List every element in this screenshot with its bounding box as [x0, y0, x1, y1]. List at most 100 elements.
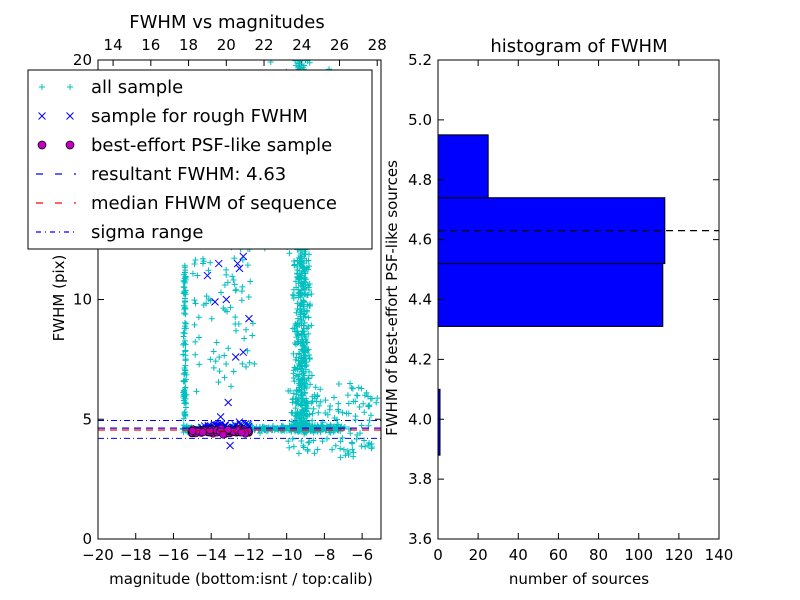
all-sample-point: [181, 337, 188, 344]
all-sample-point: [296, 351, 303, 358]
legend-entry: sample for rough FWHM: [38, 106, 308, 127]
all-sample-point: [290, 292, 297, 299]
all-sample-point: [232, 314, 239, 321]
x-tick-label: 0: [433, 546, 443, 564]
all-sample-point: [183, 376, 190, 383]
all-sample-point: [302, 279, 309, 286]
all-sample-point: [297, 272, 304, 279]
all-sample-point: [301, 268, 308, 275]
all-sample-point: [319, 438, 326, 445]
all-sample-point: [289, 291, 296, 298]
all-sample-point: [238, 288, 245, 295]
x-tick-label: 140: [705, 546, 734, 564]
all-sample-point: [304, 448, 311, 455]
all-sample-point: [223, 271, 230, 278]
all-sample-point: [300, 347, 307, 354]
all-sample-point: [299, 342, 306, 349]
all-sample-point: [243, 363, 250, 370]
left-y-axis-label: FWHM (pix): [50, 255, 68, 342]
all-sample-point: [349, 385, 356, 392]
top-tick-label: 14: [104, 36, 123, 54]
all-sample-point: [366, 417, 373, 424]
all-sample-point: [290, 443, 297, 450]
all-sample-point: [301, 352, 308, 359]
all-sample-point: [306, 60, 313, 66]
all-sample-point: [256, 423, 263, 430]
all-sample-point: [321, 425, 328, 432]
all-sample-point: [295, 450, 302, 457]
all-sample-point: [302, 276, 309, 283]
all-sample-point: [305, 314, 312, 321]
all-sample-point: [304, 307, 311, 314]
all-sample-point: [304, 282, 311, 289]
all-sample-point: [309, 393, 316, 400]
all-sample-point: [298, 359, 305, 366]
all-sample-point: [332, 442, 339, 449]
all-sample-point: [292, 395, 299, 402]
all-sample-point: [352, 398, 359, 405]
all-sample-point: [180, 415, 187, 422]
all-sample-point: [287, 387, 294, 394]
all-sample-point: [361, 437, 368, 444]
legend-entry: sigma range: [36, 222, 203, 243]
all-sample-point: [301, 372, 308, 379]
rough-sample-point: [239, 252, 248, 261]
all-sample-point: [235, 321, 242, 328]
all-sample-point: [303, 385, 310, 392]
all-sample-point: [301, 385, 308, 392]
all-sample-point: [299, 375, 306, 382]
top-tick-label: 28: [368, 36, 387, 54]
all-sample-point: [295, 388, 302, 395]
psf-sample-point: [198, 428, 207, 437]
all-sample-point: [349, 446, 356, 453]
all-sample-point: [298, 402, 305, 409]
all-sample-point: [216, 354, 223, 361]
right-y-axis-ticks: 3.6 3.8 4.0 4.2 4.4 4.6 4.8 5.0 5.2: [408, 51, 719, 548]
x-tick-label: −20: [82, 546, 114, 564]
all-sample-point: [345, 425, 352, 432]
y-tick-label: 4.0: [408, 410, 432, 428]
all-sample-point: [315, 425, 322, 432]
all-sample-point: [246, 359, 253, 366]
all-sample-point: [335, 408, 342, 415]
all-sample-point: [181, 387, 188, 394]
all-sample-point: [347, 380, 354, 387]
rough-sample-point: [231, 353, 240, 361]
all-sample-point: [295, 280, 302, 287]
all-sample-point: [288, 409, 295, 416]
legend-x-marker: [66, 112, 74, 120]
all-sample-point: [305, 346, 312, 353]
right-x-axis-ticks: 0 20 40 60 80 100 120 140: [433, 60, 733, 564]
all-sample-point: [363, 389, 370, 396]
all-sample-point: [245, 294, 252, 301]
all-sample-point: [341, 423, 348, 430]
all-sample-point: [339, 434, 346, 441]
rough-sample-point: [245, 314, 253, 323]
all-sample-point: [272, 425, 279, 432]
all-sample-point: [309, 410, 316, 417]
all-sample-point: [304, 412, 311, 419]
y-tick-label: 4.8: [408, 171, 432, 189]
all-sample-point: [335, 400, 342, 407]
legend-entries: all sample sample for rough FWHM best-effo…: [36, 77, 337, 243]
legend-circle-marker: [37, 140, 47, 150]
top-tick-label: 24: [292, 36, 311, 54]
rough-sample-point: [233, 259, 242, 268]
x-tick-label: −10: [271, 546, 303, 564]
all-sample-point: [298, 438, 305, 445]
all-sample-point: [298, 330, 305, 337]
all-sample-point: [191, 297, 198, 304]
fwhm-vs-magnitude-panel: FWHM vs magnitudes 14 16 18 20 22 24 26 28 −20−…: [27, 12, 387, 588]
all-sample-point: [301, 398, 308, 405]
y-tick-label: 4.6: [408, 231, 432, 249]
all-sample-point: [307, 301, 314, 308]
all-sample-point: [316, 402, 323, 409]
all-sample-point: [220, 305, 227, 312]
rough-sample-point: [222, 295, 231, 304]
x-tick-label: −8: [313, 546, 335, 564]
all-sample-point: [302, 334, 309, 341]
all-sample-point: [317, 386, 324, 393]
all-sample-point: [295, 334, 302, 341]
all-sample-point: [340, 446, 347, 453]
all-sample-point: [306, 287, 313, 294]
